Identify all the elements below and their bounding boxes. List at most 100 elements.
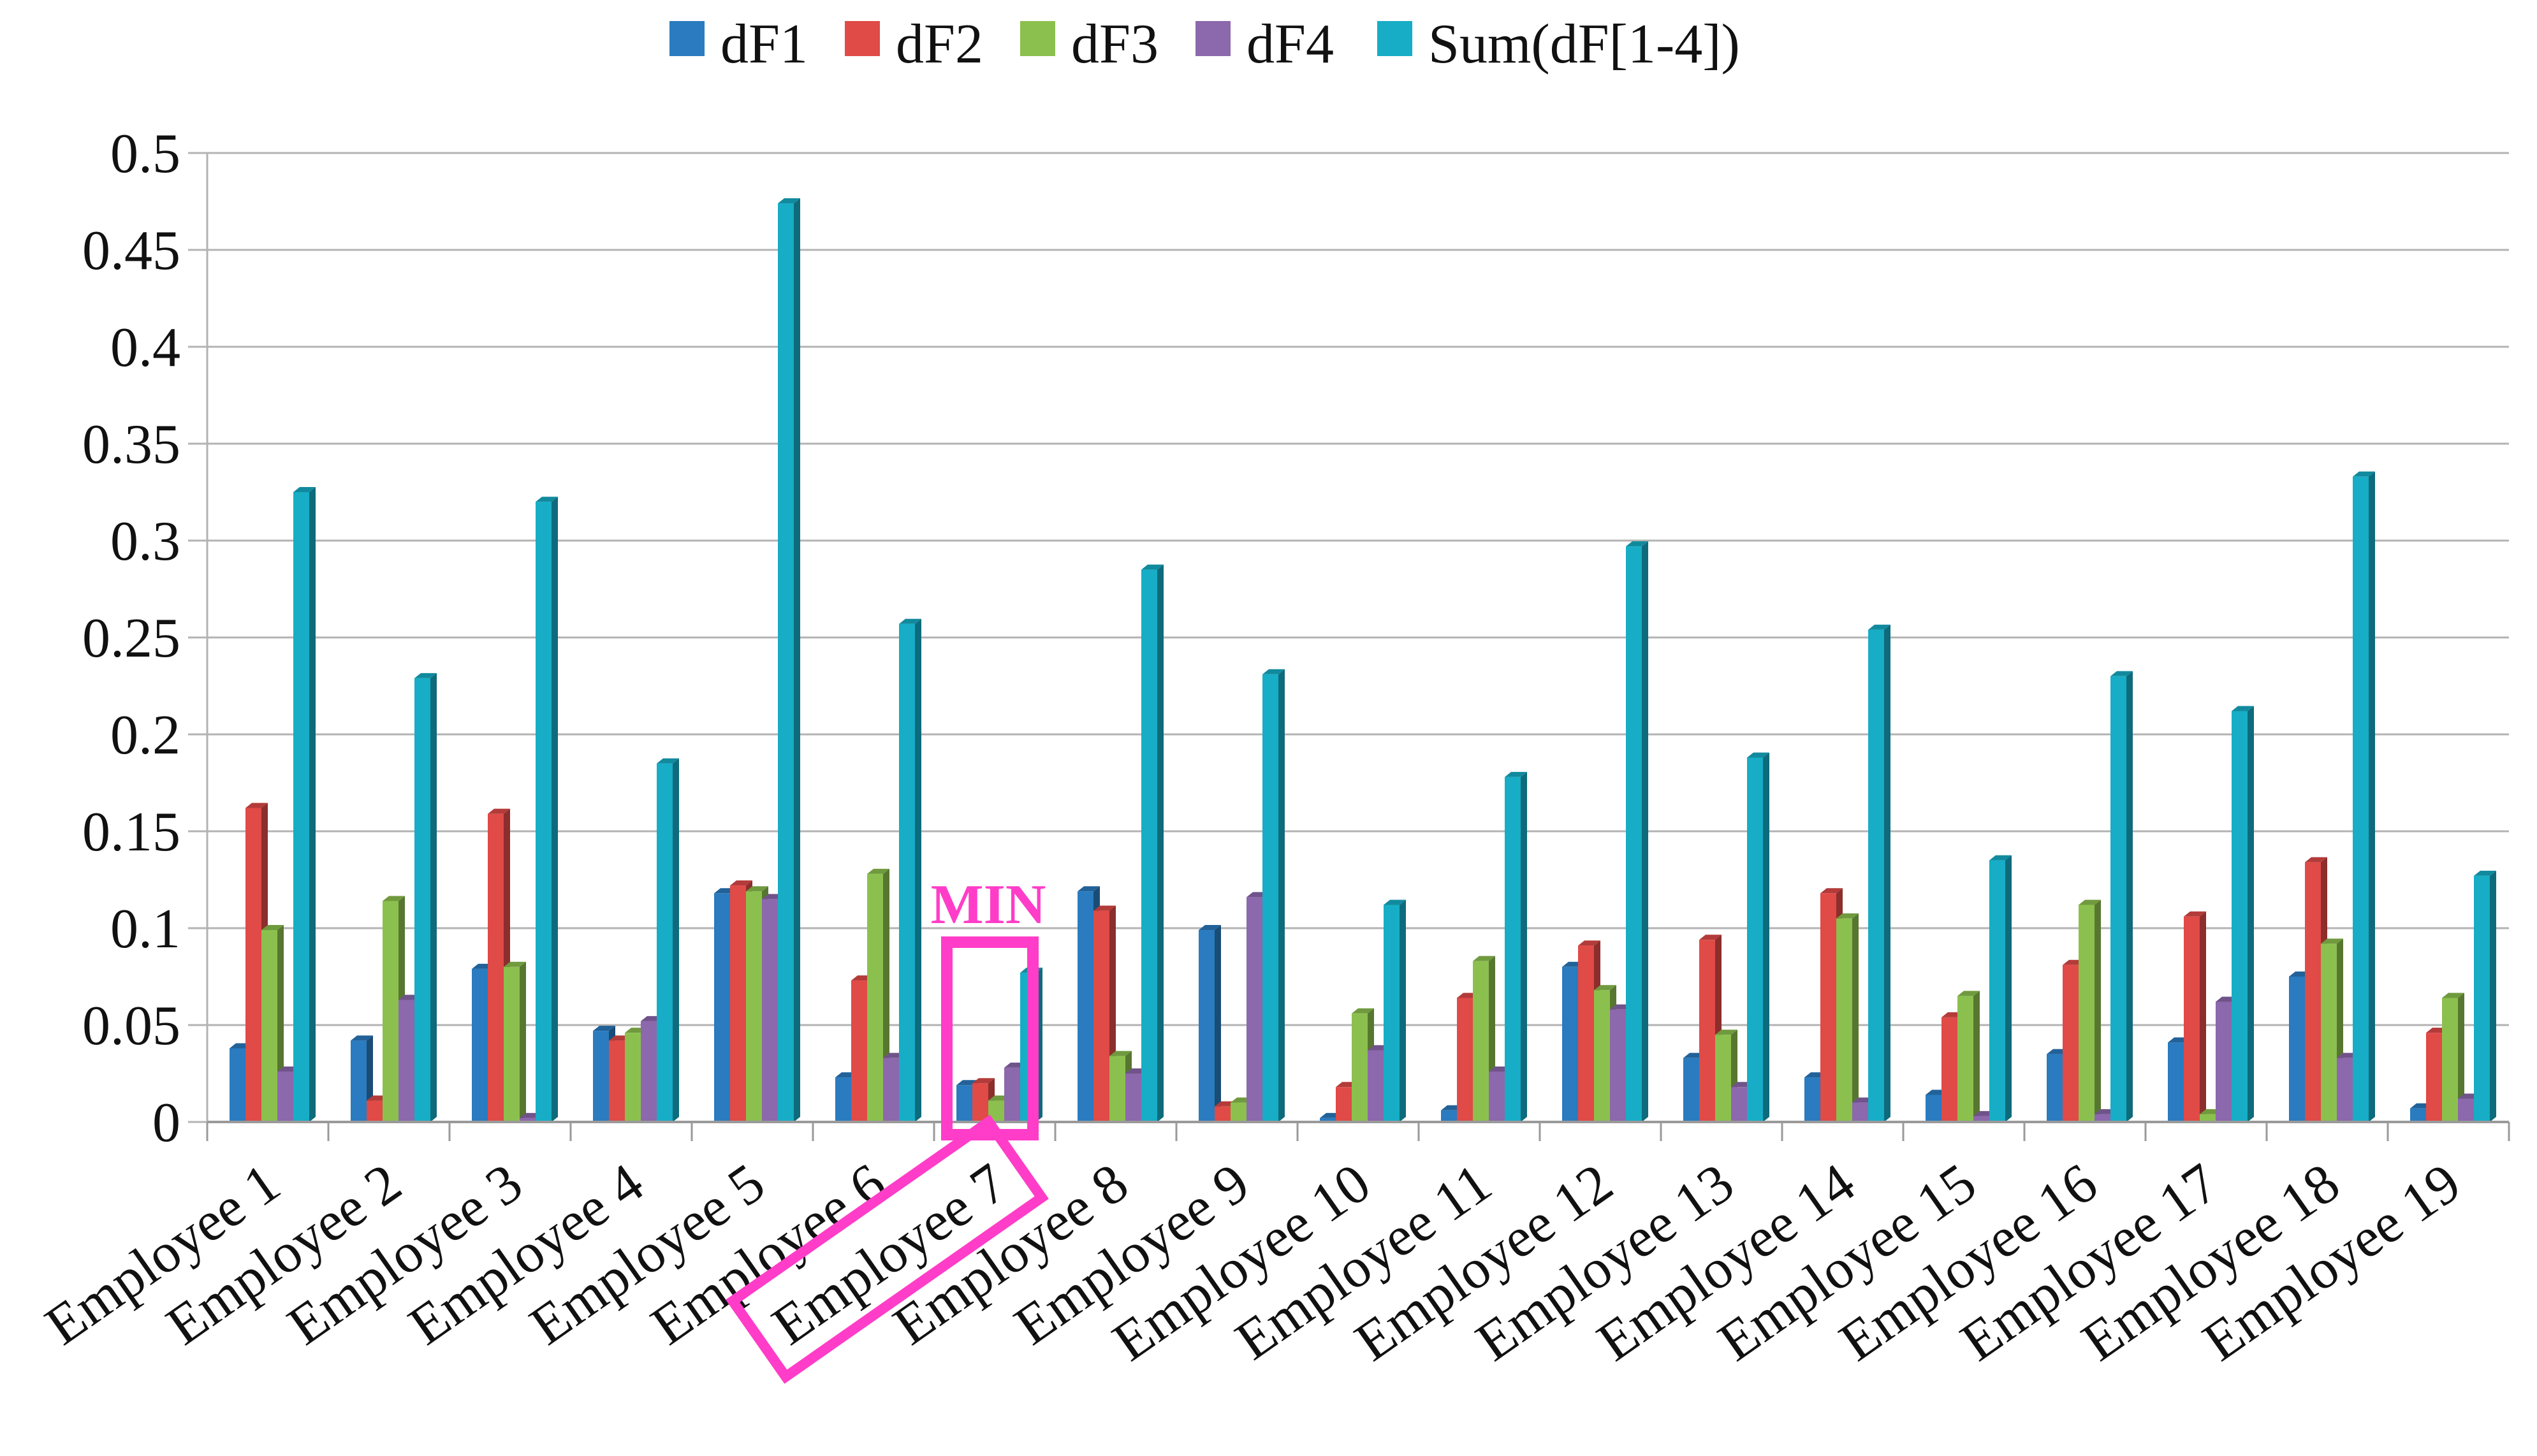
bar-side: [2458, 993, 2464, 1122]
bar-front: [867, 873, 883, 1122]
bar-front: [593, 1031, 609, 1122]
min-label-highlight-box: [726, 1114, 1049, 1384]
bar-front: [1836, 918, 1852, 1122]
bar-front: [2289, 977, 2305, 1122]
legend-item: dF4: [1195, 13, 1334, 75]
y-axis: 0 0.05 0.1 0.15 0.2 0.25 0.3 0.35 0.4 0.45 0.5: [82, 123, 208, 1154]
y-tick-label: 0.15: [82, 801, 180, 863]
bar-front: [488, 813, 504, 1122]
legend-label: dF3: [1071, 13, 1159, 75]
bar-front: [1231, 1102, 1247, 1122]
bar-front: [1215, 1106, 1231, 1122]
bar-front: [1747, 757, 1763, 1122]
bar-side: [309, 487, 316, 1122]
bar-front: [351, 1040, 367, 1122]
bar-front: [230, 1048, 245, 1122]
bar-front: [1868, 629, 1884, 1122]
bar-front: [1320, 1117, 1336, 1122]
bar-front: [1247, 897, 1262, 1122]
bar: [778, 198, 800, 1122]
bar-side: [552, 497, 558, 1122]
bar-top: [2442, 993, 2464, 998]
bar-front: [641, 1021, 657, 1122]
bar-front: [1473, 961, 1489, 1122]
bar-top: [1352, 1008, 1374, 1014]
bar-top: [1989, 855, 2012, 861]
bar-front: [762, 899, 778, 1122]
bar: [1384, 899, 1406, 1122]
legend: dF1 dF2 dF3 dF4 Sum(dF[1-4]): [669, 13, 1740, 75]
bar: [1715, 1030, 1737, 1122]
bar-front: [657, 763, 673, 1122]
bar: [2474, 870, 2496, 1122]
bar-front: [2353, 476, 2369, 1122]
bar-front: [536, 502, 552, 1122]
bar-side: [794, 198, 800, 1122]
bar-top: [1141, 564, 1164, 570]
bar-front: [2216, 1001, 2232, 1122]
bar-front: [1683, 1058, 1699, 1122]
bar-top: [2079, 899, 2101, 905]
bar-front: [625, 1033, 641, 1122]
bar-top: [1093, 905, 1116, 911]
bar-top: [1078, 886, 1100, 892]
bar-side: [1884, 624, 1890, 1122]
bar-front: [2458, 1098, 2474, 1122]
bar-top: [414, 673, 437, 678]
bar-side: [1278, 669, 1285, 1122]
bar: [2184, 911, 2206, 1122]
bar-front: [520, 1117, 536, 1122]
bar-front: [2047, 1054, 2063, 1122]
bar-front: [2184, 916, 2200, 1122]
bar: [536, 497, 558, 1122]
bar-front: [1441, 1110, 1457, 1122]
bar-front: [956, 1085, 972, 1122]
min-highlight-box: [941, 936, 1039, 1140]
annotations: MIN: [726, 874, 1049, 1384]
bar-top: [536, 497, 558, 502]
bar-front: [1626, 546, 1642, 1122]
bar-top: [488, 808, 510, 814]
bar-front: [1352, 1013, 1368, 1122]
bar-front: [1093, 910, 1109, 1122]
bar-top: [1747, 752, 1769, 758]
bar-top: [657, 758, 679, 764]
bar-front: [1078, 891, 1093, 1122]
bar-top: [1699, 935, 1722, 940]
bar-top: [245, 803, 268, 808]
bars: [230, 198, 2496, 1122]
bar-front: [1109, 1056, 1125, 1122]
bar-front: [383, 901, 398, 1122]
bar-top: [2305, 857, 2327, 863]
bar-top: [867, 868, 889, 874]
bar: [293, 487, 316, 1122]
bar: [2321, 938, 2343, 1122]
bar: [504, 961, 526, 1122]
bar-top: [1262, 669, 1285, 674]
bar-side: [2200, 911, 2206, 1122]
bar-side: [1521, 771, 1527, 1122]
bar-side: [1157, 564, 1164, 1122]
bar-front: [2474, 875, 2490, 1122]
y-tick-label: 0.45: [82, 220, 180, 282]
y-tick-label: 0.2: [110, 704, 180, 766]
bar-front: [2168, 1042, 2184, 1122]
legend-swatch: [1195, 21, 1231, 56]
bar-front: [277, 1071, 293, 1122]
y-tick-label: 0.1: [110, 898, 180, 960]
bar-top: [972, 1078, 995, 1084]
bar-front: [1804, 1077, 1820, 1122]
bar-front: [1336, 1087, 1352, 1122]
legend-swatch: [845, 21, 880, 56]
bar-front: [2321, 943, 2337, 1122]
bar-side: [2369, 471, 2375, 1122]
bar-front: [1973, 1116, 1989, 1122]
bar-top: [1626, 541, 1648, 547]
bar-side: [1763, 752, 1769, 1122]
bar-front: [2110, 676, 2126, 1122]
bar-front: [2442, 998, 2458, 1122]
bar-front: [1457, 998, 1473, 1122]
bar: [1989, 855, 2012, 1122]
bar-front: [2305, 862, 2321, 1122]
